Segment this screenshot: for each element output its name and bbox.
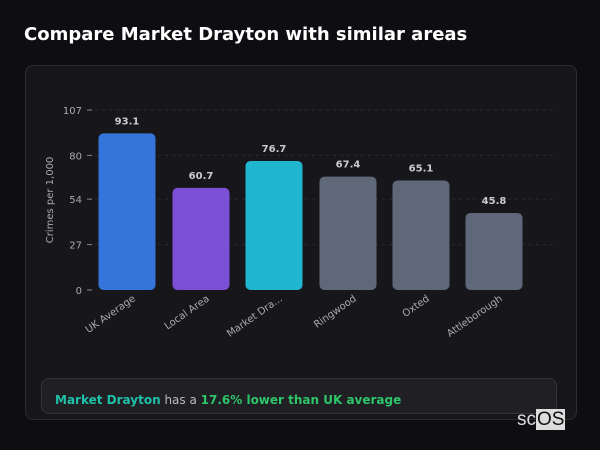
bar [245, 160, 303, 290]
y-axis-label: Crimes per 1,000 [45, 157, 56, 244]
summary-banner: Market Drayton has a 17.6% lower than UK… [41, 378, 557, 414]
summary-middle: has a [160, 393, 201, 407]
x-tick-label: Local Area [163, 293, 212, 332]
y-tick-label: 0 [76, 286, 82, 297]
bar [98, 133, 156, 290]
y-tick-label: 27 [69, 241, 82, 252]
bar [465, 212, 523, 290]
data-label: 65.1 [409, 163, 434, 174]
x-tick-label: Market Dra... [225, 293, 285, 339]
data-label: 45.8 [482, 196, 507, 207]
data-label: 60.7 [189, 171, 214, 182]
y-tick-label: 107 [63, 106, 82, 117]
bar [172, 187, 230, 290]
x-tick-label: Oxted [401, 293, 432, 319]
data-label: 67.4 [336, 160, 361, 171]
data-label: 93.1 [115, 116, 140, 127]
data-label: 76.7 [262, 144, 287, 155]
summary-comparison: 17.6% lower than UK average [200, 393, 402, 407]
y-tick-label: 54 [69, 195, 82, 206]
page-title: Compare Market Drayton with similar area… [24, 24, 468, 45]
bar [392, 180, 450, 290]
x-tick-label: Attleborough [445, 293, 505, 339]
summary-place: Market Drayton [55, 393, 161, 407]
scos-logo: scOS [517, 409, 566, 430]
x-tick-label: Ringwood [312, 293, 359, 330]
x-tick-label: UK Average [84, 293, 138, 335]
y-tick-label: 80 [69, 151, 82, 162]
bar [319, 176, 377, 290]
